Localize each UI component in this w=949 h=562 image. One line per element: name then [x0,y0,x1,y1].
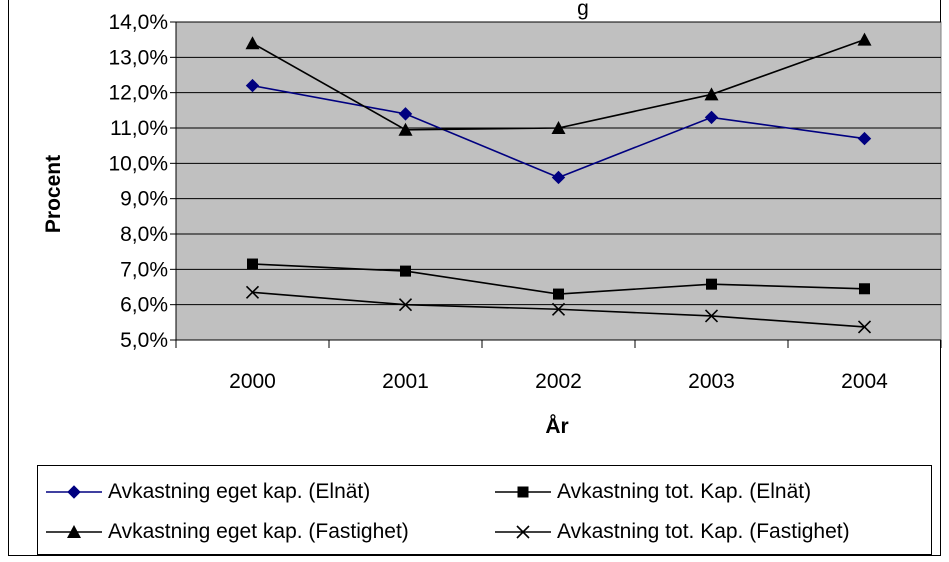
y-tick-label: 6,0% [120,294,168,317]
y-tick-label: 7,0% [120,258,168,281]
y-tick-label: 10,0% [108,152,168,175]
legend-marker [516,525,530,539]
legend-marker [67,525,81,538]
legend-label: Avkastning tot. Kap. (Elnät) [557,480,812,503]
y-axis-title: Procent [42,155,65,233]
legend-item: Avkastning tot. Kap. (Elnät) [493,474,811,510]
data-point [551,170,566,185]
legend-swatch [46,485,102,499]
data-point [553,288,564,300]
legend: Avkastning eget kap. (Elnät) Avkastning t… [37,465,932,555]
chart-title-fragment: g [577,0,589,20]
y-tick-label: 12,0% [108,82,168,105]
data-point [551,121,566,134]
data-point [245,285,260,299]
marker-stroke [704,309,719,323]
data-point [400,265,411,277]
data-point [859,283,870,295]
legend-label: Avkastning eget kap. (Fastighet) [108,520,409,543]
x-tick-label: 2004 [841,370,888,393]
data-point [704,87,719,101]
legend-label: Avkastning tot. Kap. (Fastighet) [557,520,850,543]
y-tick-label: 14,0% [108,11,168,34]
marker-stroke [245,285,260,299]
legend-label: Avkastning eget kap. (Elnät) [108,480,371,503]
data-point [857,32,872,46]
marker-stroke [857,320,872,334]
x-tick-label: 2002 [535,370,582,393]
legend-item: Avkastning eget kap. (Fastighet) [44,514,409,550]
data-point [398,122,413,136]
data-point [398,107,413,121]
y-tick-label: 13,0% [108,46,168,69]
y-tick-label: 9,0% [120,188,168,211]
legend-item: Avkastning tot. Kap. (Fastighet) [493,514,850,550]
data-point [245,78,260,93]
data-point [551,302,566,316]
data-point [704,110,719,125]
data-point [857,320,872,334]
y-tick-label: 5,0% [120,329,168,352]
data-point [398,298,413,312]
legend-marker [67,485,81,499]
marker-stroke [516,525,530,539]
data-point [706,278,717,290]
y-tick-label: 8,0% [120,223,168,246]
x-tick-label: 2000 [229,370,276,393]
plot-area: 5,0% 6,0% 7,0% 8,0% 9,0% 10,0% 11,0% 12,0% 13,0%… [108,11,942,393]
y-tick-label: 11,0% [110,117,168,140]
legend-swatch [495,525,551,539]
legend-marker [517,486,529,498]
x-axis-title: År [545,414,568,438]
x-tick-label: 2001 [382,370,429,393]
data-point [857,131,872,146]
data-point [245,36,260,50]
marker-stroke [398,298,413,312]
data-point [704,309,719,323]
data-point [247,258,258,270]
legend-swatch [495,486,551,498]
legend-swatch [46,525,102,538]
legend-item: Avkastning eget kap. (Elnät) [44,474,370,510]
marker-stroke [551,302,566,316]
x-tick-label: 2003 [688,370,735,393]
